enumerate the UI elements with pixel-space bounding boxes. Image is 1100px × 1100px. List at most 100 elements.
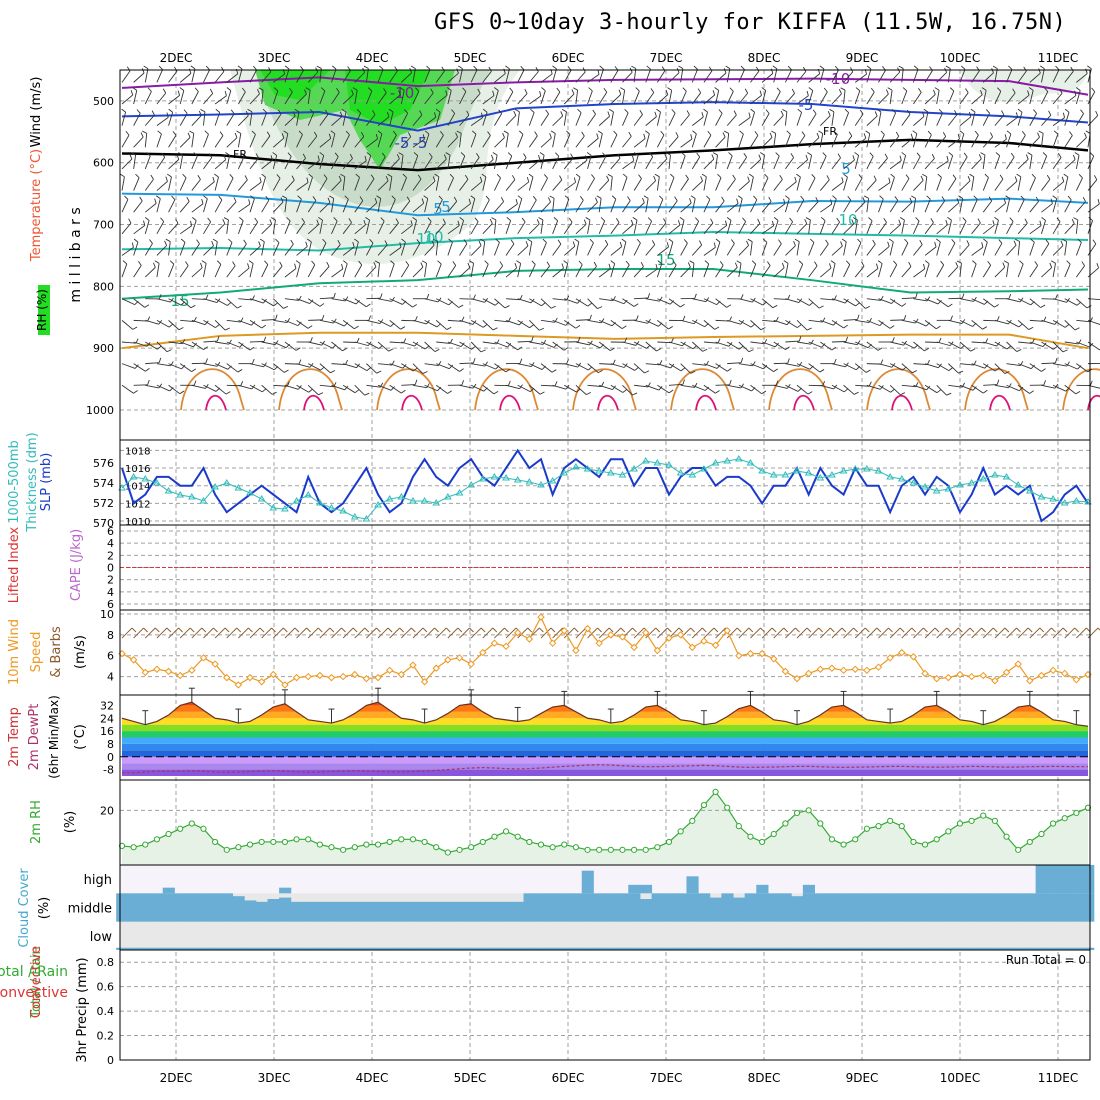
wind-barb-flag: [563, 260, 568, 264]
wind-barb: [564, 319, 577, 329]
rh-point: [840, 841, 847, 848]
wind-barb-flag: [200, 262, 203, 268]
wind-barb: [505, 203, 518, 213]
wind-barb: [668, 363, 682, 372]
wind-speed-point: [874, 663, 883, 671]
wind-barb-flag: [903, 315, 907, 321]
wind-barb: [133, 72, 145, 83]
wind-barb: [540, 242, 547, 256]
wind-barb: [1006, 319, 1020, 328]
rh-point: [246, 841, 254, 848]
wind-barb: [726, 243, 735, 256]
wind-barb: [1006, 180, 1018, 191]
surface-wind-barb-flag: [946, 627, 952, 633]
wind-barb-flag: [281, 133, 285, 139]
wind-barb-flag: [531, 260, 536, 265]
thickness-tick-label: 576: [93, 457, 114, 470]
wind-barb-flag: [918, 88, 922, 93]
wind-barb-flag: [615, 218, 620, 223]
wind-barb-flag: [539, 391, 545, 395]
wind-barb: [982, 200, 993, 213]
wind-barb-flag: [847, 195, 852, 201]
wind-barb: [133, 225, 146, 235]
cloud-low-bar: [186, 947, 199, 950]
wind-barb: [622, 160, 635, 170]
wind-barb-flag: [656, 108, 661, 113]
wind-barb: [889, 71, 901, 83]
wind-barb: [622, 298, 635, 307]
wind-barb: [331, 244, 341, 256]
date-label-top: 6DEC: [552, 51, 585, 65]
surface-wind-barb: [703, 627, 715, 639]
wind-barb: [959, 298, 974, 302]
wind-barb-flag: [329, 195, 334, 199]
wind-barb: [575, 341, 590, 346]
wind-barb: [913, 298, 928, 302]
wind-barb: [715, 177, 722, 191]
cloud-middle-bar: [116, 893, 129, 922]
wind-barb: [180, 319, 195, 323]
wind-speed-point: [141, 668, 149, 677]
wind-barb-flag: [774, 342, 779, 348]
wind-barb-flag: [703, 108, 708, 113]
wind-barb-flag: [133, 238, 139, 243]
wind-barb: [319, 68, 322, 83]
wind-barb-flag: [865, 305, 871, 309]
cloud-middle-bar: [407, 901, 420, 922]
wind-barb: [203, 221, 212, 235]
wind-barb-flag: [398, 152, 404, 156]
wind-barb: [936, 264, 945, 278]
wind-barb-flag: [873, 175, 877, 181]
wind-barb: [668, 112, 676, 126]
wind-barb-flag: [693, 65, 698, 70]
wind-barb: [342, 384, 356, 394]
wind-barb-flag: [753, 195, 758, 201]
wind-barb-flag: [480, 238, 485, 242]
wind-barb: [831, 363, 846, 368]
wind-barb-flag: [1029, 390, 1034, 394]
wind-barb-flag: [180, 238, 186, 243]
wind-barb-flag: [379, 319, 384, 324]
wind-barb: [831, 263, 836, 278]
wind-barb-flag: [542, 339, 547, 345]
wind-barb-flag: [596, 133, 599, 139]
thickness-point: [688, 471, 697, 478]
wind-barb-flag: [479, 176, 483, 182]
wind-barb-flag: [898, 65, 904, 69]
wind-barb: [889, 177, 895, 191]
wind-barb: [435, 112, 441, 126]
wind-barb-flag: [209, 88, 214, 94]
wind-barb: [354, 177, 360, 191]
wind-speed-point: [351, 670, 359, 679]
wind-barb: [691, 198, 696, 213]
wind-barb-flag: [374, 260, 380, 264]
wind-barb: [598, 115, 610, 126]
wind-barb-flag: [977, 218, 981, 224]
wind-barb: [680, 155, 686, 170]
wind-barb-flag: [527, 238, 533, 243]
wind-barb-flag: [733, 110, 737, 116]
wind-barb: [889, 224, 901, 235]
wind-barb: [563, 157, 574, 170]
surface-wind-barb: [1076, 627, 1087, 639]
wind-barb-flag: [379, 293, 383, 299]
isotherm-10: [121, 230, 1089, 252]
wind-barb: [855, 341, 869, 349]
wind-barb: [680, 68, 684, 83]
wind-speed-point: [246, 673, 254, 682]
wind-barb: [1018, 341, 1033, 344]
wind-barb: [610, 93, 622, 105]
wind-barb: [587, 341, 601, 349]
wind-barb: [133, 319, 148, 322]
cloud-middle-bar: [826, 893, 839, 922]
wind-barb-flag: [1061, 176, 1065, 182]
wind-barb: [703, 320, 715, 330]
wind-barb: [656, 176, 660, 191]
date-label-top: 8DEC: [748, 51, 781, 65]
wind-barb: [517, 363, 532, 367]
wind-barb: [308, 341, 322, 346]
isotherm-loop: [866, 368, 931, 411]
wind-barb-flag: [636, 238, 641, 244]
isotherm-loop: [180, 368, 245, 411]
wind-barb: [982, 298, 995, 308]
